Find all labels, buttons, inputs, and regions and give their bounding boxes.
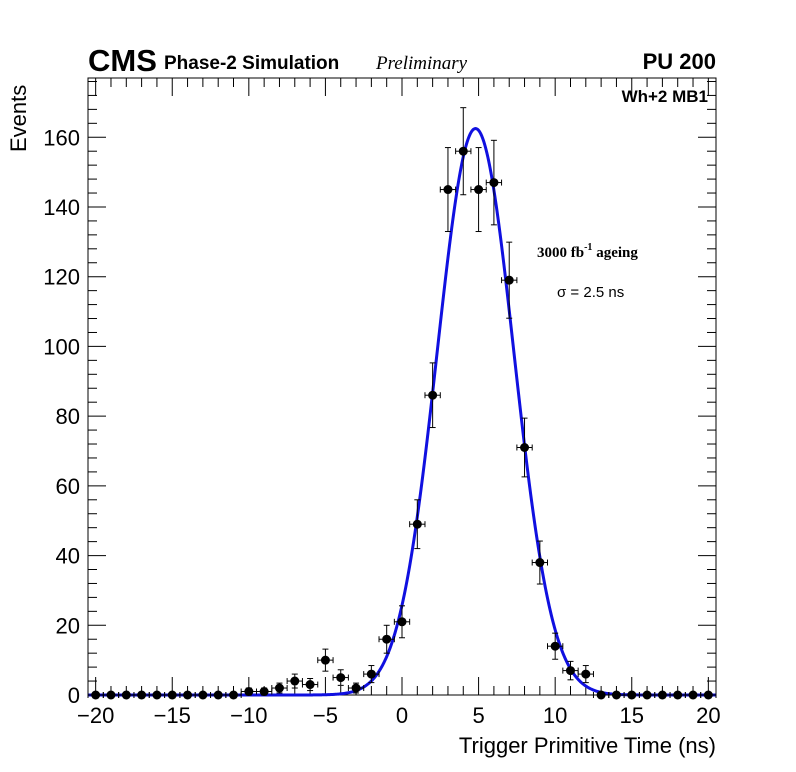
y-tick-label: 100 [43, 334, 80, 359]
y-tick-label: 0 [68, 683, 80, 708]
pileup-label: PU 200 [643, 49, 716, 74]
data-point [669, 690, 686, 700]
y-tick-label: 60 [56, 474, 80, 499]
data-point [347, 682, 365, 694]
data-point [378, 624, 395, 654]
x-tick-label: 15 [620, 703, 644, 728]
data-point [577, 665, 594, 684]
axis-tick-labels: −20 −15 −10 −5 0 5 10 15 20 0 20 40 60 80 100 120 140 160 [43, 125, 720, 728]
data-point [363, 665, 380, 684]
data-point [501, 241, 518, 319]
cms-label: CMS [88, 43, 157, 78]
ageing-label: 3000 fb-1 ageing [537, 242, 638, 261]
data-point [194, 690, 212, 700]
preliminary-label: Preliminary [375, 53, 468, 74]
y-tick-label: 120 [43, 265, 80, 290]
data-point [470, 147, 487, 233]
data-point [286, 673, 303, 689]
x-axis-title: Trigger Primitive Time (ns) [459, 733, 716, 758]
data-point [240, 687, 257, 697]
data-point [485, 139, 503, 226]
x-tick-label: −5 [313, 703, 338, 728]
data-point [133, 690, 150, 700]
x-tick-label: 0 [396, 703, 408, 728]
data-point [164, 690, 181, 700]
data-point [547, 632, 564, 660]
x-tick-label: −15 [154, 703, 191, 728]
y-tick-label: 160 [43, 125, 80, 150]
data-point [102, 690, 120, 700]
data-point [654, 690, 671, 700]
data-point [623, 690, 640, 700]
x-tick-label: 10 [543, 703, 567, 728]
data-point [531, 540, 549, 585]
y-tick-label: 80 [56, 404, 80, 429]
data-point [439, 147, 457, 233]
data-point [332, 669, 349, 686]
data-points [87, 107, 717, 700]
chamber-label: Wh+2 MB1 [622, 87, 708, 106]
data-point [424, 362, 441, 429]
x-tick-label: 20 [696, 703, 720, 728]
x-tick-label: −20 [77, 703, 114, 728]
data-point [255, 687, 273, 697]
y-tick-label: 140 [43, 195, 80, 220]
data-point [608, 690, 625, 700]
data-point [455, 107, 472, 196]
data-point [409, 499, 426, 550]
data-point [638, 690, 656, 700]
x-tick-label: −10 [230, 703, 267, 728]
y-tick-label: 40 [56, 544, 80, 569]
y-tick-label: 20 [56, 613, 80, 638]
data-point [700, 690, 717, 700]
data-point [317, 648, 334, 672]
x-tick-label: 5 [472, 703, 484, 728]
y-axis-title: Events [6, 85, 31, 152]
data-point [225, 690, 242, 700]
data-point [516, 417, 533, 478]
phase2-simulation-label: Phase-2 Simulation [164, 53, 339, 74]
data-point [179, 690, 196, 700]
data-point [118, 690, 135, 700]
sigma-label: σ = 2.5 ns [557, 284, 624, 301]
data-point [148, 690, 166, 700]
data-point [87, 690, 104, 700]
data-point [301, 678, 319, 692]
data-point [684, 690, 702, 700]
data-point [393, 605, 411, 639]
data-point [210, 690, 227, 700]
data-point [271, 682, 288, 694]
axis-ticks [88, 78, 716, 696]
